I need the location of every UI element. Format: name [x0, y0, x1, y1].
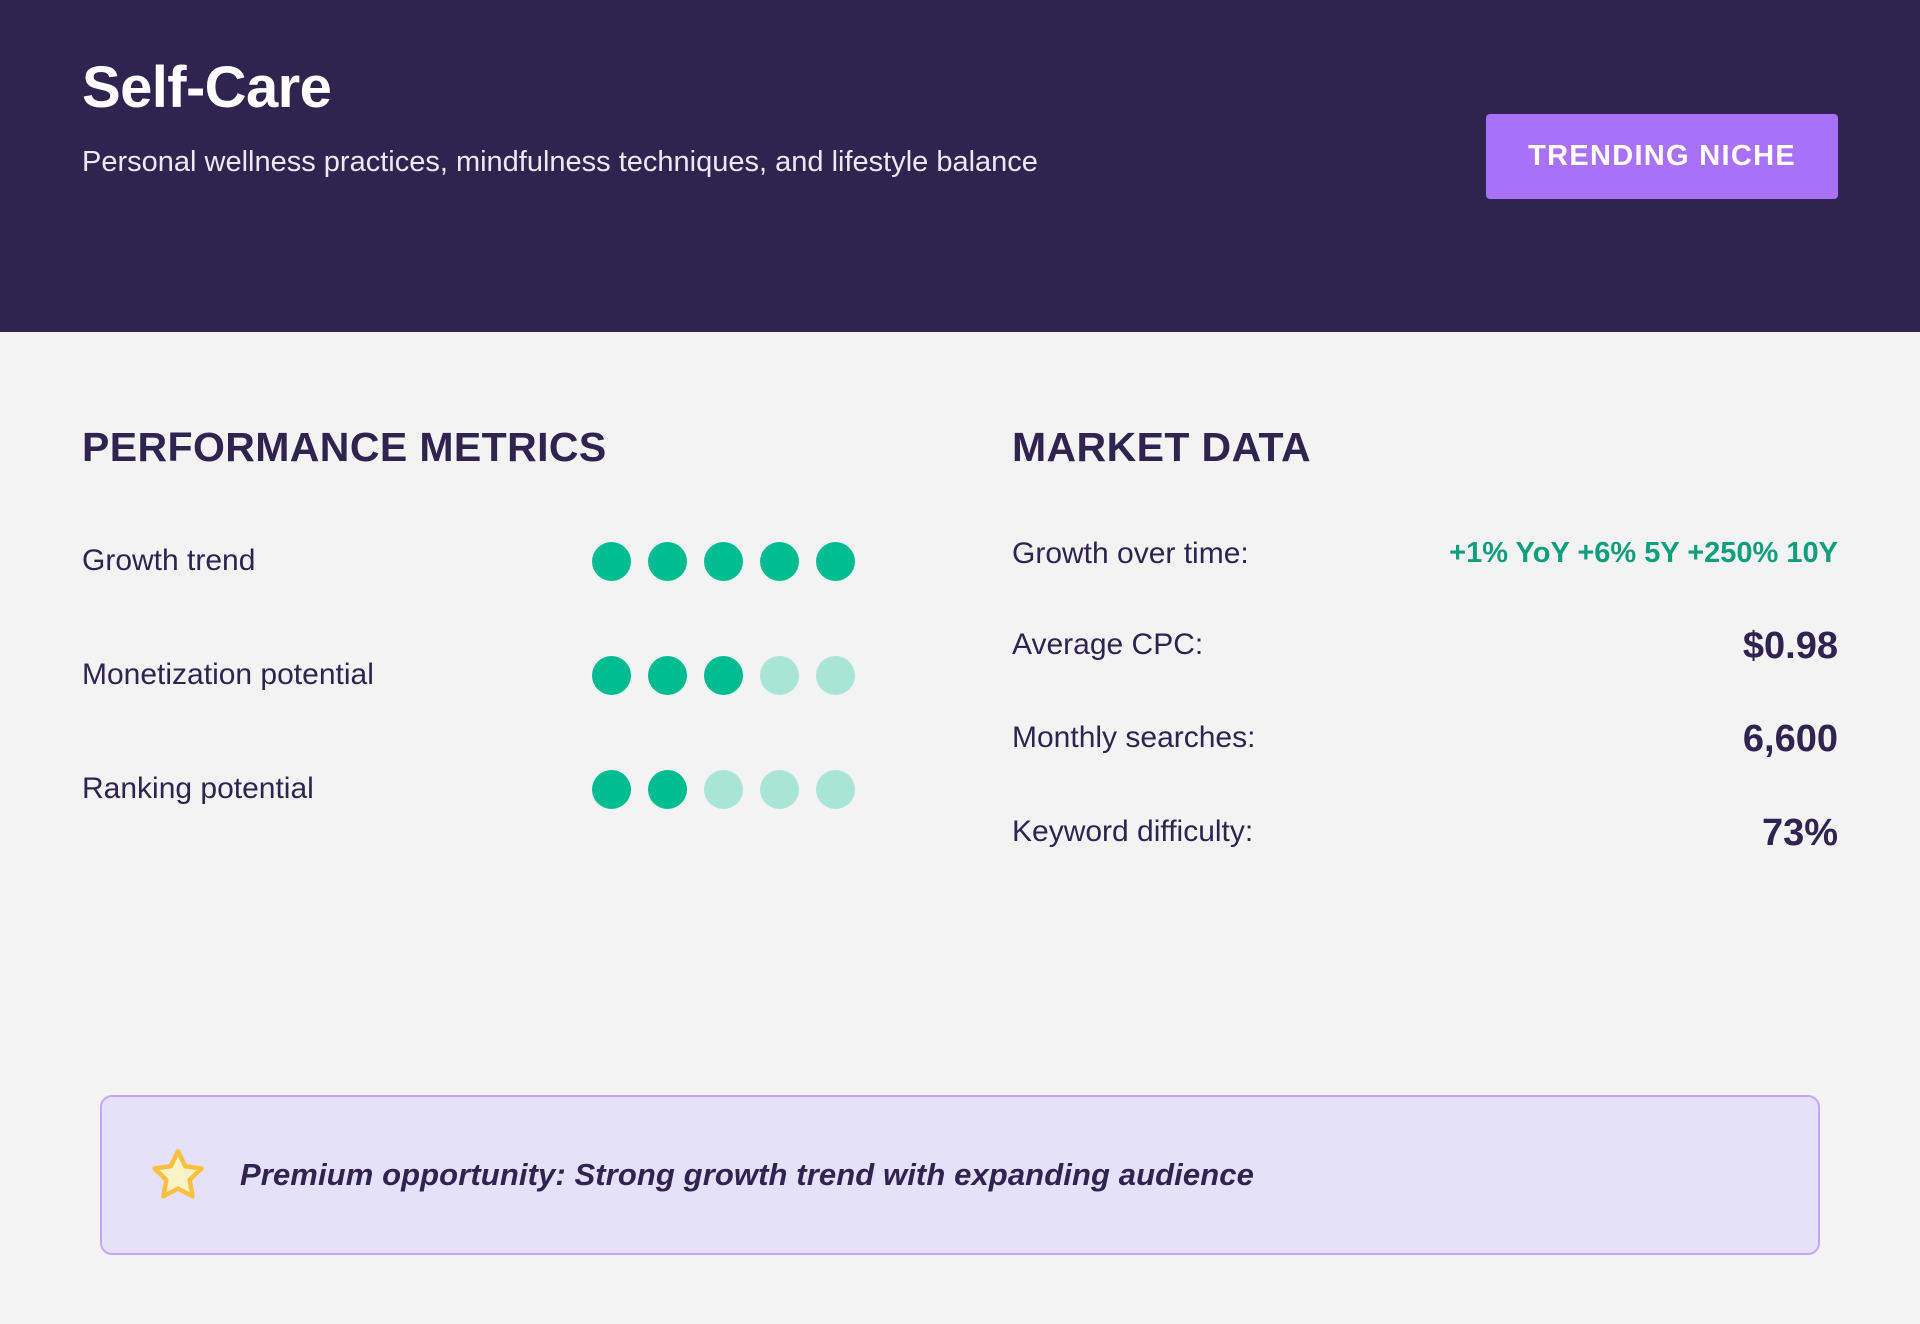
card-body: PERFORMANCE METRICS Growth trend Monetiza… — [0, 332, 1920, 856]
rating-dot-filled — [760, 541, 799, 581]
rating-dot-filled — [592, 541, 631, 581]
rating-dots — [592, 769, 855, 809]
rating-dot-empty — [760, 769, 799, 809]
market-label: Average CPC: — [1012, 627, 1204, 661]
metrics-list: Growth trend Monetization potential Rankin… — [82, 533, 1012, 817]
page-title: Self-Care — [82, 55, 332, 120]
market-list: Growth over time: +1% YoY +6% 5Y +250% 10… — [1012, 533, 1838, 856]
header-text-group: Self-Care Personal wellness practices, m… — [82, 55, 1038, 183]
performance-metrics-section: PERFORMANCE METRICS Growth trend Monetiza… — [82, 424, 1012, 817]
rating-dots — [592, 655, 855, 695]
rating-dot-empty — [816, 655, 855, 695]
market-row: Average CPC: $0.98 — [1012, 624, 1838, 670]
premium-opportunity-text: Premium opportunity: Strong growth trend… — [240, 1157, 1254, 1192]
market-value: +1% YoY +6% 5Y +250% 10Y — [1449, 537, 1838, 569]
rating-dot-filled — [648, 541, 687, 581]
rating-dots — [592, 541, 855, 581]
market-value: 73% — [1761, 811, 1838, 854]
market-row: Keyword difficulty: 73% — [1012, 811, 1838, 857]
market-label: Growth over time: — [1012, 537, 1249, 570]
status-badge[interactable]: TRENDING NICHE — [1486, 114, 1838, 199]
market-value: $0.98 — [1742, 624, 1838, 667]
niche-description: Personal wellness practices, mindfulness… — [82, 145, 1038, 178]
metric-label: Ranking potential — [82, 772, 314, 805]
card-header: Self-Care Personal wellness practices, m… — [0, 0, 1920, 332]
metric-row: Ranking potential — [82, 761, 1012, 817]
star-icon — [152, 1148, 204, 1199]
rating-dot-filled — [816, 541, 855, 581]
rating-dot-filled — [704, 541, 743, 581]
metric-label: Growth trend — [82, 544, 256, 577]
rating-dot-filled — [592, 655, 631, 695]
rating-dot-filled — [648, 655, 687, 695]
market-label: Keyword difficulty: — [1012, 814, 1254, 848]
market-section-title: MARKET DATA — [1012, 424, 1311, 470]
premium-opportunity-banner: Premium opportunity: Strong growth trend… — [100, 1095, 1820, 1255]
rating-dot-empty — [760, 655, 799, 695]
market-row: Growth over time: +1% YoY +6% 5Y +250% 10… — [1012, 533, 1838, 576]
metric-row: Monetization potential — [82, 647, 1012, 703]
rating-dot-empty — [816, 769, 855, 809]
rating-dot-filled — [704, 655, 743, 695]
metric-row: Growth trend — [82, 533, 1012, 589]
performance-section-title: PERFORMANCE METRICS — [82, 424, 607, 470]
metric-label: Monetization potential — [82, 658, 374, 691]
rating-dot-filled — [648, 769, 687, 809]
market-value: 6,600 — [1742, 718, 1838, 761]
market-data-section: MARKET DATA Growth over time: +1% YoY +6%… — [1012, 424, 1838, 856]
rating-dot-filled — [592, 769, 631, 809]
market-row: Monthly searches: 6,600 — [1012, 717, 1838, 763]
rating-dot-empty — [704, 769, 743, 809]
market-label: Monthly searches: — [1012, 721, 1256, 755]
